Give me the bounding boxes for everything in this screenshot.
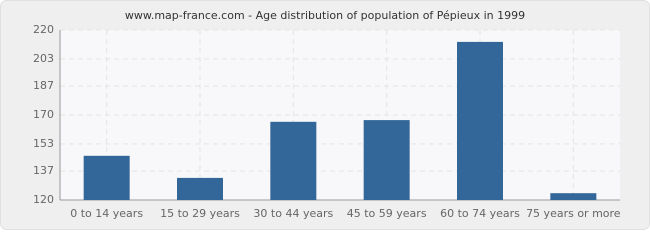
x-tick-label: 75 years or more [526, 207, 621, 220]
bar [363, 120, 410, 200]
y-tick-label: 120 [33, 193, 54, 206]
y-tick-label: 170 [33, 108, 54, 121]
bar [457, 41, 503, 201]
y-tick-label: 187 [33, 79, 54, 92]
y-tick-label: 220 [33, 23, 54, 36]
bar [177, 177, 223, 200]
bar [270, 121, 317, 200]
x-tick-label: 60 to 74 years [440, 207, 520, 220]
x-tick-label: 45 to 59 years [347, 207, 427, 220]
chart-title: www.map-france.com - Age distribution of… [125, 9, 525, 22]
y-tick-label: 203 [33, 52, 54, 65]
chart: www.map-france.com - Age distribution of… [0, 0, 650, 230]
y-tick-label: 153 [33, 137, 54, 150]
bar [83, 155, 130, 200]
x-tick-label: 30 to 44 years [253, 207, 333, 220]
bar [550, 193, 597, 200]
x-tick-label: 15 to 29 years [160, 207, 240, 220]
x-tick-label: 0 to 14 years [70, 207, 143, 220]
y-tick-label: 137 [33, 164, 54, 177]
